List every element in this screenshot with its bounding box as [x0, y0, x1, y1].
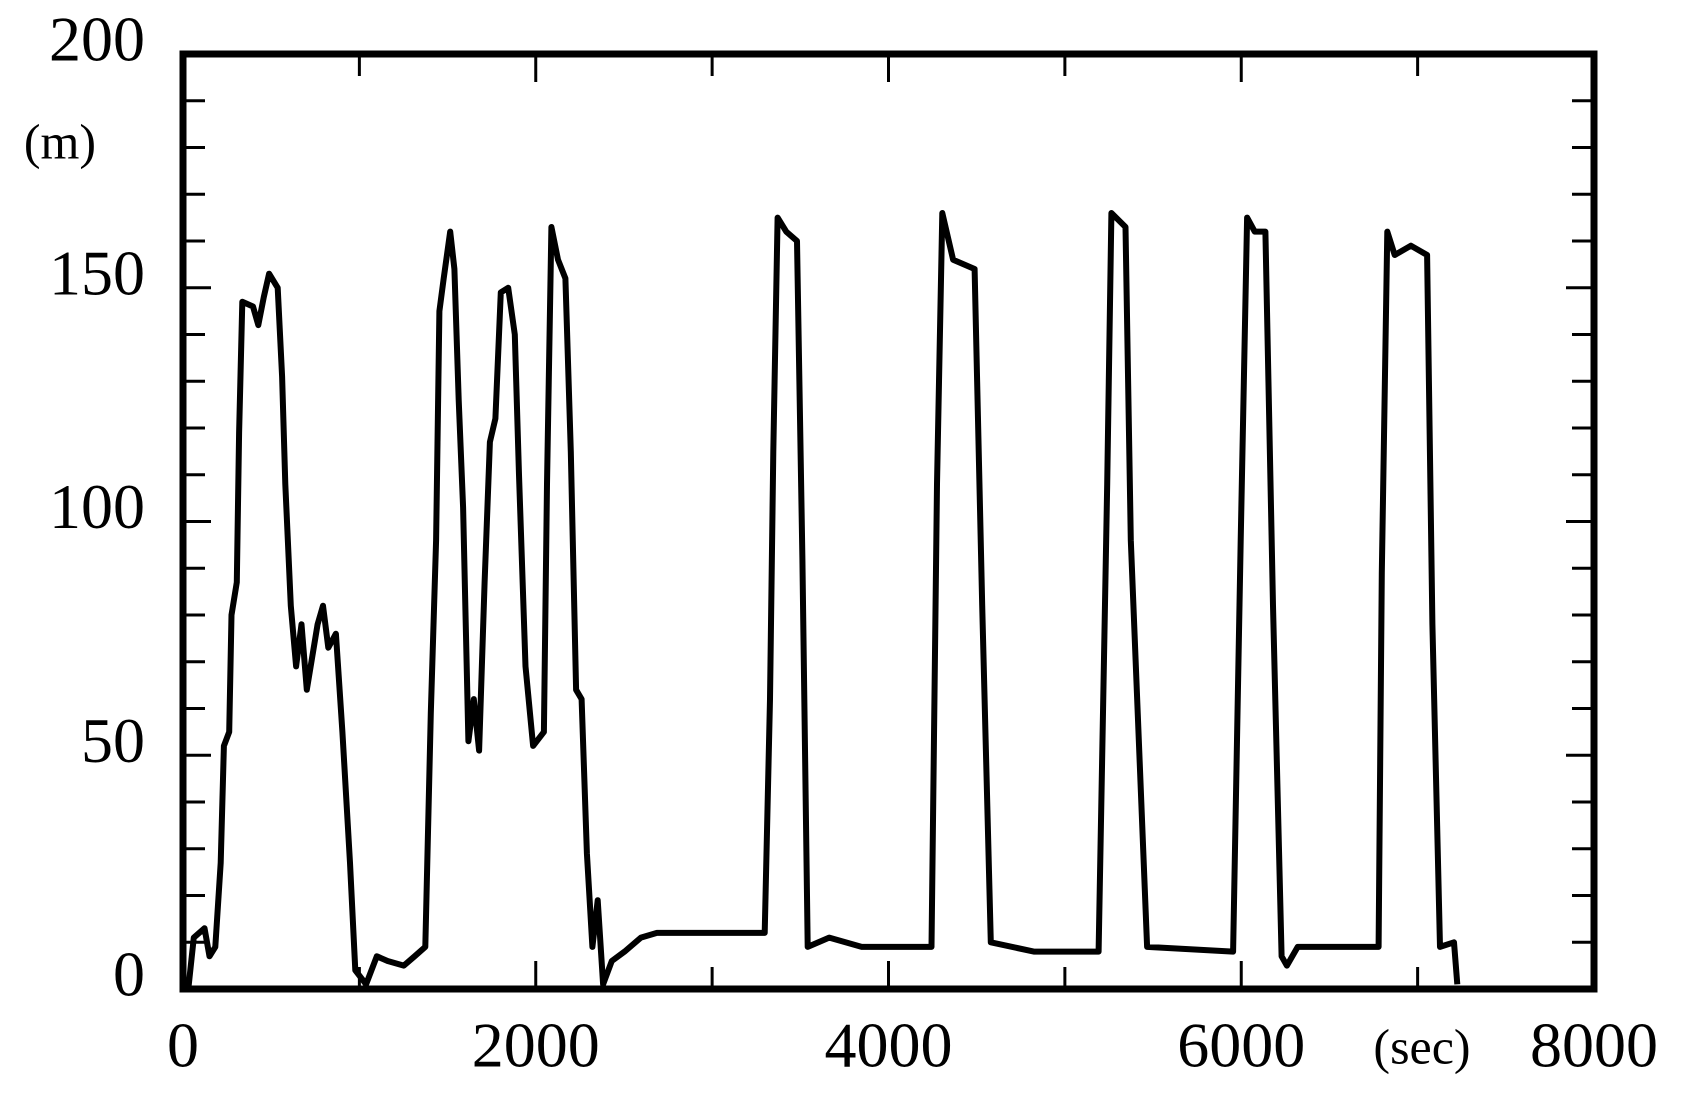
y-tick-label: 150 — [49, 237, 145, 308]
y-tick-label: 50 — [81, 705, 145, 776]
x-tick-label: 8000 — [1530, 1010, 1658, 1081]
plot-frame — [179, 50, 1598, 993]
x-tick-label: 2000 — [472, 1010, 600, 1081]
y-tick-label: 0 — [113, 939, 145, 1010]
y-tick-label: 100 — [49, 471, 145, 542]
data-line — [185, 210, 1461, 990]
x-axis-label: (sec) — [1373, 1018, 1470, 1074]
y-tick-label: 200 — [49, 4, 145, 75]
x-tick-label: 6000 — [1177, 1010, 1305, 1081]
x-tick-label: 0 — [167, 1010, 199, 1081]
x-tick-label: 4000 — [825, 1010, 953, 1081]
y-axis-label: (m) — [24, 113, 96, 169]
